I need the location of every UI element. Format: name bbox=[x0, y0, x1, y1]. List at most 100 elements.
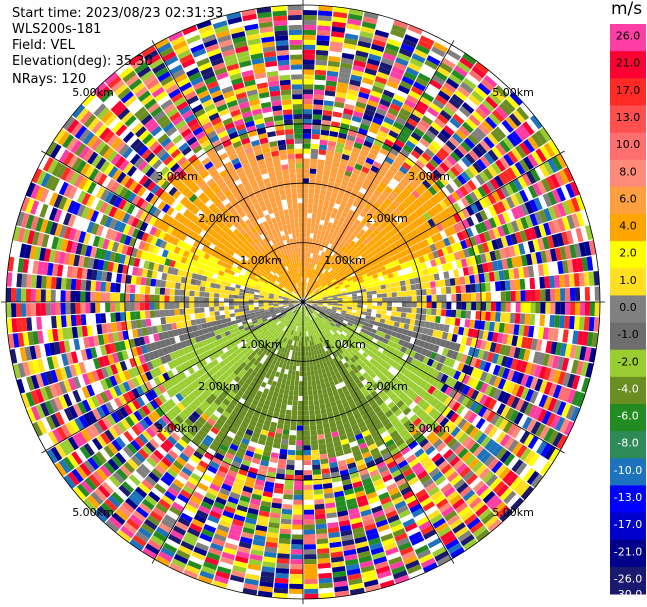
velocity-bin bbox=[305, 247, 309, 253]
velocity-bin bbox=[318, 149, 327, 156]
velocity-bin bbox=[462, 470, 475, 482]
velocity-bin bbox=[305, 351, 309, 357]
velocity-bin bbox=[422, 165, 432, 176]
velocity-bin bbox=[455, 188, 465, 199]
velocity-bin bbox=[546, 235, 555, 249]
velocity-bin bbox=[332, 16, 347, 24]
velocity-bin bbox=[307, 303, 313, 306]
velocity-bin bbox=[362, 206, 370, 214]
velocity-bin bbox=[306, 305, 311, 309]
velocity-bin bbox=[303, 252, 306, 258]
velocity-bin bbox=[330, 250, 336, 257]
velocity-bin bbox=[504, 280, 511, 291]
velocity-bin bbox=[382, 89, 395, 99]
velocity-bin bbox=[311, 218, 316, 224]
velocity-bin bbox=[367, 252, 374, 259]
velocity-bin bbox=[313, 99, 324, 105]
velocity-bin bbox=[377, 250, 385, 258]
velocity-bin bbox=[361, 308, 367, 312]
velocity-bin bbox=[307, 267, 311, 273]
velocity-bin bbox=[329, 217, 335, 224]
velocity-bin bbox=[303, 470, 313, 476]
velocity-bin bbox=[459, 185, 469, 197]
velocity-bin bbox=[509, 113, 522, 127]
velocity-bin bbox=[373, 253, 380, 260]
velocity-bin bbox=[402, 175, 412, 184]
velocity-bin bbox=[513, 267, 520, 279]
velocity-bin bbox=[303, 435, 311, 441]
velocity-bin bbox=[317, 30, 331, 36]
velocity-bin bbox=[343, 336, 350, 342]
velocity-bin bbox=[436, 165, 446, 176]
velocity-bin bbox=[547, 327, 555, 341]
velocity-bin bbox=[594, 286, 600, 301]
velocity-bin bbox=[325, 288, 331, 292]
velocity-bin bbox=[455, 310, 462, 318]
velocity-bin bbox=[386, 268, 393, 275]
velocity-bin bbox=[303, 465, 312, 471]
velocity-bin bbox=[406, 423, 416, 433]
velocity-bin bbox=[537, 264, 545, 277]
velocity-bin bbox=[450, 243, 459, 253]
velocity-bin bbox=[457, 382, 467, 393]
velocity-bin bbox=[415, 217, 424, 226]
velocity-bin bbox=[503, 153, 515, 167]
velocity-bin bbox=[314, 84, 325, 91]
velocity-bin bbox=[318, 398, 325, 405]
velocity-bin bbox=[395, 57, 409, 67]
velocity-bin bbox=[409, 427, 419, 437]
velocity-bin bbox=[370, 286, 377, 291]
velocity-bin bbox=[303, 113, 313, 120]
velocity-bin bbox=[482, 408, 492, 420]
velocity-bin bbox=[416, 332, 423, 340]
velocity-bin bbox=[530, 338, 538, 351]
velocity-bin bbox=[466, 302, 472, 311]
velocity-bin bbox=[363, 161, 373, 170]
velocity-bin bbox=[542, 353, 550, 367]
velocity-bin bbox=[422, 268, 429, 276]
velocity-bin bbox=[352, 348, 359, 355]
velocity-bin bbox=[313, 94, 324, 101]
velocity-bin bbox=[515, 462, 528, 476]
velocity-bin bbox=[367, 99, 379, 108]
velocity-bin bbox=[340, 275, 346, 280]
velocity-bin bbox=[319, 378, 325, 385]
velocity-bin bbox=[360, 252, 367, 259]
velocity-bin bbox=[529, 377, 539, 390]
velocity-bin bbox=[347, 89, 359, 97]
velocity-bin bbox=[541, 410, 552, 425]
velocity-bin bbox=[305, 252, 308, 258]
velocity-bin bbox=[351, 275, 358, 280]
velocity-bin bbox=[311, 444, 319, 451]
velocity-bin bbox=[519, 313, 526, 325]
velocity-bin bbox=[444, 366, 453, 376]
velocity-bin bbox=[417, 241, 425, 250]
velocity-bin bbox=[303, 391, 308, 396]
velocity-bin bbox=[499, 508, 513, 522]
velocity-bin bbox=[348, 227, 356, 234]
velocity-bin bbox=[312, 298, 318, 301]
velocity-bin bbox=[433, 424, 443, 435]
velocity-bin bbox=[402, 432, 412, 442]
velocity-bin bbox=[353, 331, 359, 337]
velocity-bin bbox=[466, 293, 472, 302]
velocity-bin bbox=[589, 286, 595, 301]
velocity-bin bbox=[487, 229, 496, 240]
velocity-bin bbox=[453, 212, 462, 223]
velocity-bin bbox=[361, 288, 367, 293]
velocity-bin bbox=[411, 296, 417, 302]
velocity-bin bbox=[441, 331, 449, 340]
velocity-bin bbox=[447, 399, 457, 409]
velocity-bin bbox=[440, 316, 446, 324]
velocity-bin bbox=[439, 200, 448, 210]
velocity-bin bbox=[303, 44, 316, 50]
velocity-bin bbox=[475, 369, 484, 380]
velocity-bin bbox=[307, 277, 310, 283]
velocity-bin bbox=[357, 342, 364, 349]
velocity-bin bbox=[304, 588, 319, 594]
velocity-bin bbox=[309, 410, 315, 416]
velocity-bin bbox=[495, 302, 501, 312]
velocity-bin bbox=[453, 478, 466, 490]
velocity-bin bbox=[293, 390, 299, 396]
velocity-bin bbox=[351, 290, 357, 295]
